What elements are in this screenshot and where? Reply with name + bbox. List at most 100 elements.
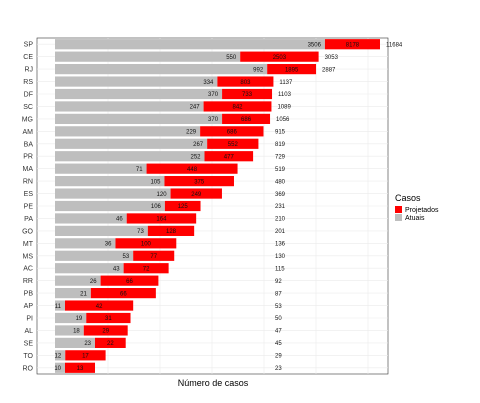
label-projetados-se: 22 xyxy=(107,341,114,347)
label-projetados-go: 128 xyxy=(166,229,177,235)
label-projetados-rn: 375 xyxy=(194,179,205,185)
bar-atuais-ac xyxy=(55,263,124,274)
label-atuais-rr: 26 xyxy=(90,279,97,285)
label-atuais-am: 229 xyxy=(186,130,197,136)
label-total-sp: 11684 xyxy=(386,42,403,48)
bar-atuais-df xyxy=(55,88,223,100)
label-atuais-ms: 53 xyxy=(122,254,129,260)
bar-projetados-mt xyxy=(115,238,177,249)
label-projetados-pr: 477 xyxy=(224,154,235,160)
bar-atuais-sc xyxy=(55,101,204,112)
bar-projetados-rs xyxy=(217,76,274,87)
y-tick-ms: MS xyxy=(23,253,34,260)
bar-projetados-pe xyxy=(164,200,201,212)
label-total-pa: 210 xyxy=(275,217,286,223)
y-tick-ba: BA xyxy=(24,141,34,148)
bar-projetados-ba xyxy=(207,138,259,149)
bars xyxy=(55,39,380,373)
y-tick-rn: RN xyxy=(23,179,33,186)
bar-atuais-rs xyxy=(55,76,218,87)
bar-atuais-al xyxy=(55,325,84,336)
label-projetados-am: 686 xyxy=(227,130,238,136)
bar-atuais-pi xyxy=(55,312,87,324)
bar-atuais-es xyxy=(55,188,171,199)
bar-projetados-rr xyxy=(100,275,159,286)
label-total-ce: 3053 xyxy=(325,55,339,61)
bar-projetados-ap xyxy=(65,300,134,311)
bar-projetados-pa xyxy=(126,213,197,224)
label-total-am: 915 xyxy=(275,130,286,136)
label-projetados-rr: 66 xyxy=(126,279,133,285)
y-tick-es: ES xyxy=(24,191,34,198)
label-projetados-al: 29 xyxy=(102,329,109,335)
bar-atuais-to xyxy=(55,350,66,361)
legend-label-projetados: Projetados xyxy=(405,207,439,214)
label-projetados-ap: 42 xyxy=(96,304,103,310)
label-atuais-ba: 267 xyxy=(193,142,204,148)
bar-projetados-rn xyxy=(164,176,234,187)
bar-atuais-ce xyxy=(55,51,241,62)
y-axis-tick-labels: SP CE RJ RS DF SC MG AM BA PR MA RN ES PE PA GO MT MS AC RR… xyxy=(22,42,34,373)
bar-atuais-go xyxy=(55,225,148,236)
label-projetados-to: 17 xyxy=(82,354,89,360)
value-labels: 3506 8178 11684 550 2503 3053 992 1895 2887 334 80… xyxy=(54,42,403,372)
label-projetados-sc: 842 xyxy=(233,105,244,111)
bar-atuais-pb xyxy=(55,288,91,299)
label-atuais-pi: 19 xyxy=(76,316,83,322)
label-atuais-pa: 46 xyxy=(116,217,123,223)
y-tick-ro: RO xyxy=(23,365,34,372)
y-tick-al: AL xyxy=(24,328,33,335)
label-total-sc: 1089 xyxy=(277,105,291,111)
label-projetados-pa: 164 xyxy=(156,217,167,223)
bar-projetados-pb xyxy=(90,288,156,299)
bar-projetados-df xyxy=(222,88,273,100)
label-projetados-ac: 72 xyxy=(143,266,150,272)
bar-atuais-mt xyxy=(55,238,116,249)
legend-swatch-atuais xyxy=(395,214,402,221)
legend-swatch-projetados xyxy=(395,206,402,213)
y-tick-sc: SC xyxy=(23,104,33,111)
label-total-ac: 115 xyxy=(275,266,285,272)
label-total-rs: 1137 xyxy=(279,80,293,86)
label-atuais-sc: 247 xyxy=(190,105,201,111)
y-tick-ma: MA xyxy=(23,166,34,173)
label-projetados-rs: 803 xyxy=(240,80,251,86)
y-tick-to: TO xyxy=(23,353,33,360)
label-projetados-rj: 1895 xyxy=(285,67,299,73)
x-axis-label: Número de casos xyxy=(178,378,249,388)
label-atuais-ma: 71 xyxy=(136,167,143,173)
label-projetados-sp: 8178 xyxy=(346,42,360,48)
bar-projetados-ms xyxy=(133,250,175,261)
label-total-ba: 819 xyxy=(275,142,286,148)
y-tick-se: SE xyxy=(24,340,34,347)
label-atuais-pb: 21 xyxy=(80,291,87,297)
y-tick-ce: CE xyxy=(23,54,33,61)
label-atuais-rj: 992 xyxy=(253,67,264,73)
label-projetados-ba: 552 xyxy=(228,142,239,148)
y-tick-pr: PR xyxy=(23,154,33,161)
label-atuais-sp: 3506 xyxy=(308,42,322,48)
label-total-df: 1103 xyxy=(278,92,292,98)
bar-atuais-mg xyxy=(55,113,223,124)
bar-atuais-am xyxy=(55,126,201,137)
label-total-se: 45 xyxy=(275,341,282,347)
label-projetados-ma: 448 xyxy=(187,167,198,173)
label-total-mt: 136 xyxy=(275,242,286,248)
label-total-rr: 92 xyxy=(275,279,282,285)
label-total-rn: 480 xyxy=(275,179,286,185)
label-total-pr: 729 xyxy=(275,154,286,160)
label-atuais-ac: 43 xyxy=(113,266,120,272)
y-tick-ap: AP xyxy=(24,303,34,310)
bar-projetados-ac xyxy=(123,263,169,274)
y-tick-am: AM xyxy=(23,129,34,136)
y-tick-pb: PB xyxy=(24,291,34,298)
label-atuais-pr: 252 xyxy=(190,154,201,160)
label-projetados-pi: 31 xyxy=(105,316,112,322)
bar-projetados-es xyxy=(170,188,222,199)
y-tick-ac: AC xyxy=(23,266,33,273)
legend-title: Casos xyxy=(395,193,421,203)
y-tick-mt: MT xyxy=(23,241,34,248)
y-tick-rj: RJ xyxy=(24,67,33,74)
label-total-pb: 87 xyxy=(275,291,282,297)
label-atuais-ap: 11 xyxy=(55,304,62,310)
